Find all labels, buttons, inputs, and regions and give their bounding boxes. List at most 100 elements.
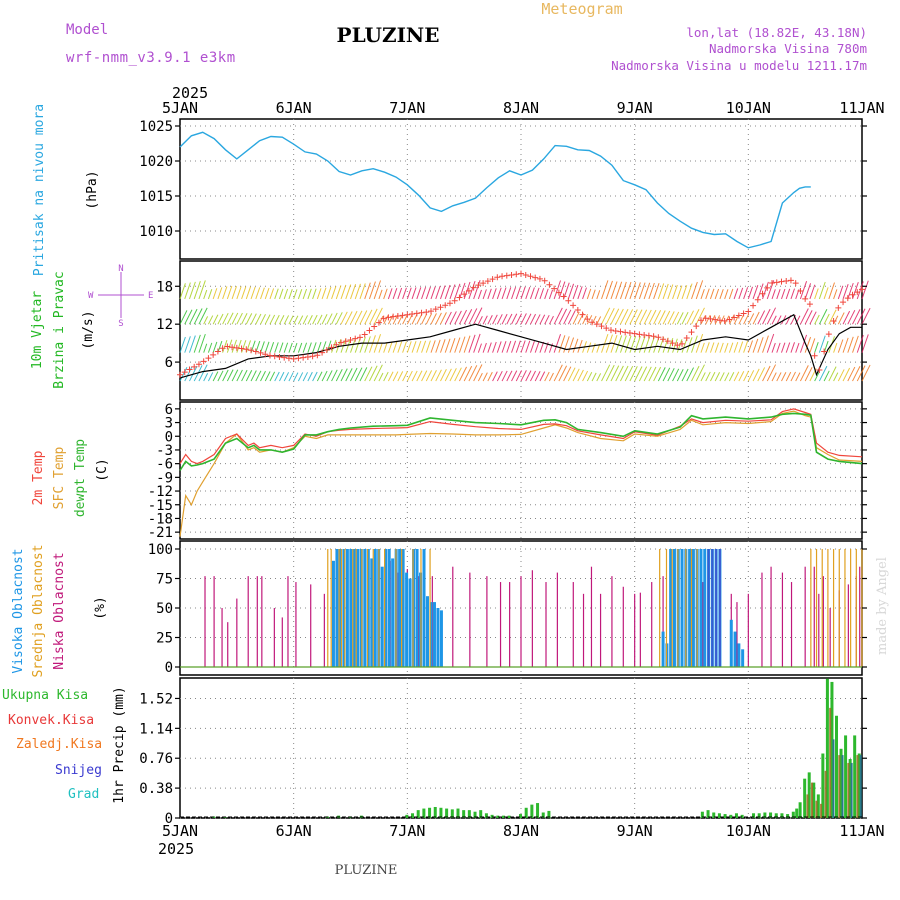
wind-arrow (539, 288, 545, 300)
cloud-high-bar (363, 549, 367, 667)
wind-arrow (785, 371, 792, 382)
wind-arrow (212, 314, 219, 325)
wind-arrow (719, 342, 724, 353)
wind-arrow (492, 341, 497, 353)
wind-arrow (406, 370, 413, 382)
wind-arrow (691, 365, 700, 382)
y-tick-label: -12 (148, 484, 173, 500)
pressure-unit: (hPa) (85, 170, 100, 209)
wind-arrow (757, 283, 764, 300)
wind-arrow (440, 312, 447, 325)
wind-arrow (662, 283, 669, 300)
gust-marker (446, 300, 453, 307)
wind-arrow (601, 333, 609, 353)
gust-marker (712, 316, 719, 323)
precip-snow-bar (859, 755, 862, 818)
wind-arrow (719, 289, 724, 300)
wind-arrow (416, 370, 423, 382)
wind-arrow (278, 342, 284, 353)
wind-arrow (449, 311, 457, 325)
wind-arrow (203, 316, 209, 325)
precip-bar (853, 735, 857, 818)
wind-arrow (539, 314, 546, 325)
wind-arrow (250, 370, 257, 382)
wind-arrow (653, 283, 660, 300)
wind-arrow (553, 280, 562, 300)
wind-arrow (331, 286, 337, 300)
gust-marker (702, 315, 709, 322)
wind-arrow (691, 281, 698, 300)
wind-arrow (331, 312, 338, 325)
precip-bar (821, 753, 825, 818)
wind-arrow (624, 281, 632, 300)
wind-arrow (861, 364, 871, 382)
precip-bar (812, 782, 816, 818)
gust-marker (783, 278, 790, 285)
gust-marker (437, 304, 444, 311)
gust-marker (560, 293, 567, 300)
wind-arrow (477, 343, 482, 353)
wind-arrow (207, 342, 213, 353)
wind-arrow (425, 370, 433, 382)
wind-arrow (814, 288, 819, 300)
wind-arrow (558, 335, 566, 353)
elevation-text: Nadmorska Visina 780m (709, 41, 867, 56)
precip-bar (795, 808, 799, 818)
wind-arrow (847, 309, 856, 325)
wind-arrow (283, 288, 289, 300)
wind-arrow (695, 333, 704, 353)
wind-arrow (430, 286, 436, 300)
wind-arrow (264, 314, 271, 325)
wind-panel: 6 12 18 10m Vjetar Brzina i Pravac (m/s) N… (30, 260, 871, 401)
wind-arrow (620, 365, 629, 382)
wind-arrow (421, 286, 427, 300)
precip-bar (763, 812, 767, 818)
precip-bar (541, 812, 545, 818)
gust-marker (617, 328, 624, 335)
wind-arrow (274, 342, 279, 353)
wind-arrow (397, 371, 404, 382)
wind-arrow (383, 314, 389, 325)
wind-arrow (378, 289, 383, 300)
precip-bar (786, 814, 790, 818)
wind-arrow (511, 370, 518, 382)
wind-arrow (596, 316, 602, 325)
wind-arrow (771, 372, 777, 382)
precip-grid-bar (810, 782, 813, 818)
gust-marker (797, 288, 804, 295)
gust-marker (465, 287, 472, 294)
wind-arrow (241, 313, 248, 325)
pressure-y-axis: 1010 1015 1020 1025 (139, 119, 867, 240)
gust-marker (243, 346, 250, 353)
wind-arrow (667, 311, 675, 325)
gust-marker (598, 323, 605, 330)
wind-arrow (189, 365, 198, 382)
wind-arrow (781, 288, 786, 300)
wind-arrow (852, 335, 859, 353)
wind-arrow (217, 313, 224, 325)
wind-arrow (747, 286, 754, 300)
wind-arrow (818, 365, 828, 382)
wind-arrow (852, 366, 861, 382)
precip-bar (729, 814, 733, 818)
wind-arrow (776, 315, 782, 325)
wind-arrow (823, 313, 830, 325)
wind-arrow (496, 341, 502, 353)
gust-marker (271, 353, 278, 360)
x-axis-top: 5JAN 6JAN 7JAN 8JAN 9JAN 10JAN 11JAN (162, 99, 885, 117)
wind-arrow (359, 337, 366, 353)
wind-arrow (520, 313, 527, 325)
cloud-high-bar (426, 596, 429, 667)
gust-marker (636, 331, 643, 338)
wind-arrow (364, 309, 373, 325)
wind-arrow (477, 289, 482, 300)
wind-arrow (861, 280, 869, 300)
precip-grid-bar (847, 762, 850, 818)
wind-arrow (667, 284, 674, 300)
wind-arrow (222, 369, 229, 382)
wind-arrow (236, 312, 243, 325)
precip-bar (439, 807, 443, 818)
footer-station: PLUZINE (335, 863, 398, 878)
wind-arrow (591, 289, 596, 300)
